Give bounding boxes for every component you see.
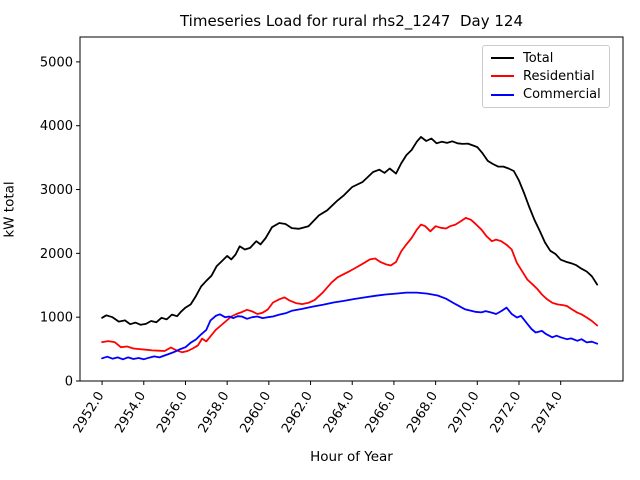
x-tick-label: 2974.0	[529, 389, 566, 436]
x-tick-label: 2968.0	[404, 389, 441, 436]
legend-swatch-commercial	[491, 93, 514, 96]
x-tick-label: 2966.0	[362, 389, 399, 436]
y-tick-label: 5000	[40, 55, 73, 70]
legend-item-residential: Residential	[483, 67, 609, 85]
legend: Total Residential Commercial	[482, 45, 610, 108]
legend-item-commercial: Commercial	[483, 86, 609, 104]
legend-label-commercial: Commercial	[523, 87, 601, 103]
chart-title: Timeseries Load for rural rhs2_1247 Day …	[179, 12, 523, 30]
y-axis-label: kW total	[1, 181, 18, 238]
y-tick-label: 1000	[40, 311, 73, 326]
x-tick-label: 2956.0	[154, 389, 191, 436]
x-tick-label: 2952.0	[71, 389, 108, 436]
y-tick-label: 2000	[40, 247, 73, 262]
legend-swatch-total	[491, 57, 514, 60]
series-line-commercial	[101, 291, 599, 361]
series-line-total	[101, 135, 599, 326]
x-tick-label: 2970.0	[446, 389, 483, 436]
y-tick-label: 3000	[40, 183, 73, 198]
x-tick-label: 2954.0	[112, 389, 149, 436]
legend-swatch-residential	[491, 75, 514, 78]
legend-label-total: Total	[523, 50, 554, 66]
x-tick-label: 2962.0	[279, 389, 316, 436]
legend-label-residential: Residential	[523, 68, 595, 84]
legend-item-total: Total	[483, 49, 609, 67]
x-tick-label: 2964.0	[321, 389, 358, 436]
series-line-residential	[101, 216, 599, 354]
y-tick-label: 0	[65, 375, 73, 390]
x-tick-label: 2960.0	[237, 389, 274, 436]
plot-frame	[79, 36, 624, 382]
x-tick-label: 2958.0	[196, 389, 233, 436]
y-tick-label: 4000	[40, 119, 73, 134]
x-tick-label: 2972.0	[488, 389, 525, 436]
x-axis-label: Hour of Year	[310, 449, 393, 465]
